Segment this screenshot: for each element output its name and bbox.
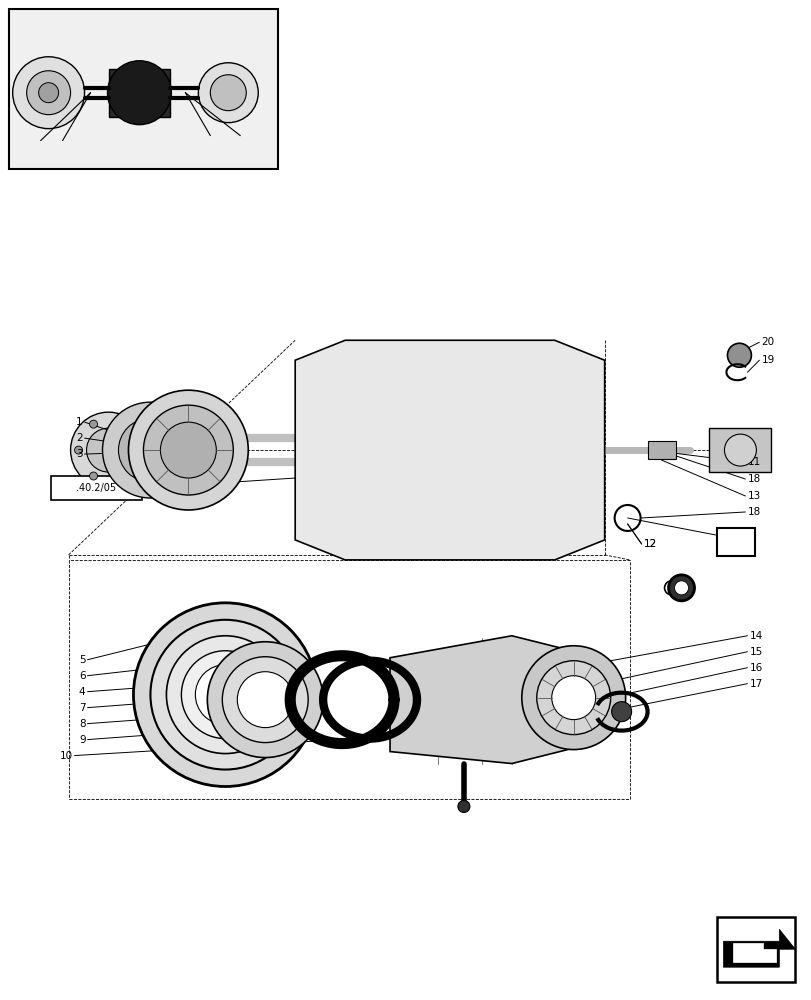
Ellipse shape xyxy=(654,443,674,457)
Circle shape xyxy=(457,800,470,812)
Circle shape xyxy=(75,446,83,454)
Circle shape xyxy=(536,661,610,735)
Text: 19: 19 xyxy=(761,355,774,365)
Circle shape xyxy=(569,510,589,530)
Text: 1: 1 xyxy=(76,417,83,427)
Circle shape xyxy=(569,370,589,390)
Text: 14: 14 xyxy=(749,631,762,641)
Circle shape xyxy=(161,422,216,478)
Circle shape xyxy=(107,61,171,125)
Circle shape xyxy=(87,428,131,472)
Text: 2: 2 xyxy=(76,433,83,443)
Text: 18: 18 xyxy=(746,507,760,517)
Circle shape xyxy=(723,434,756,466)
Text: 13: 13 xyxy=(746,491,760,501)
Bar xyxy=(717,528,754,556)
Circle shape xyxy=(135,446,142,454)
Circle shape xyxy=(727,343,750,367)
Text: 17: 17 xyxy=(749,679,762,689)
Circle shape xyxy=(427,428,471,472)
Circle shape xyxy=(207,642,323,758)
Circle shape xyxy=(551,676,595,720)
Polygon shape xyxy=(295,340,604,560)
Text: 12: 12 xyxy=(643,539,656,549)
Circle shape xyxy=(39,83,58,103)
Text: 4: 4 xyxy=(79,687,85,697)
Circle shape xyxy=(119,420,127,428)
Circle shape xyxy=(667,575,693,601)
Circle shape xyxy=(310,510,330,530)
Circle shape xyxy=(118,418,182,482)
Text: 16: 16 xyxy=(749,663,762,673)
Text: 5: 5 xyxy=(79,655,85,665)
Circle shape xyxy=(198,63,258,123)
Text: .40.2/05: .40.2/05 xyxy=(76,483,117,493)
Text: 10: 10 xyxy=(59,751,72,761)
Circle shape xyxy=(89,472,97,480)
Circle shape xyxy=(437,438,461,462)
Circle shape xyxy=(237,672,293,728)
Circle shape xyxy=(128,390,248,510)
Circle shape xyxy=(222,657,308,743)
Text: 8: 8 xyxy=(79,719,85,729)
Circle shape xyxy=(27,71,71,115)
Circle shape xyxy=(210,75,246,111)
Circle shape xyxy=(89,420,97,428)
Text: 15: 15 xyxy=(749,647,762,657)
Circle shape xyxy=(150,620,300,770)
Circle shape xyxy=(119,472,127,480)
Text: 20: 20 xyxy=(761,337,774,347)
Circle shape xyxy=(166,636,284,754)
Circle shape xyxy=(310,370,330,390)
Circle shape xyxy=(133,603,317,787)
Polygon shape xyxy=(732,943,775,962)
Bar xyxy=(647,441,675,459)
Circle shape xyxy=(13,57,84,129)
Circle shape xyxy=(195,665,255,725)
Bar xyxy=(50,476,142,500)
Bar xyxy=(709,428,770,472)
Text: 6: 6 xyxy=(79,671,85,681)
Text: 12: 12 xyxy=(643,539,656,549)
Circle shape xyxy=(71,412,146,488)
Text: 18: 18 xyxy=(746,474,760,484)
Circle shape xyxy=(521,646,624,750)
Text: 7: 7 xyxy=(79,703,85,713)
Polygon shape xyxy=(723,929,794,967)
Text: 21: 21 xyxy=(727,537,743,547)
Circle shape xyxy=(611,702,631,722)
Circle shape xyxy=(144,405,233,495)
Bar xyxy=(717,917,794,982)
Bar xyxy=(109,69,170,117)
Circle shape xyxy=(102,402,198,498)
Text: 3: 3 xyxy=(76,449,83,459)
Circle shape xyxy=(181,651,269,739)
Circle shape xyxy=(663,581,678,595)
Bar xyxy=(9,9,278,169)
Text: 22: 22 xyxy=(683,583,696,593)
Circle shape xyxy=(674,581,688,595)
Text: 11: 11 xyxy=(746,457,760,467)
Polygon shape xyxy=(389,636,567,764)
Text: 9: 9 xyxy=(79,735,85,745)
